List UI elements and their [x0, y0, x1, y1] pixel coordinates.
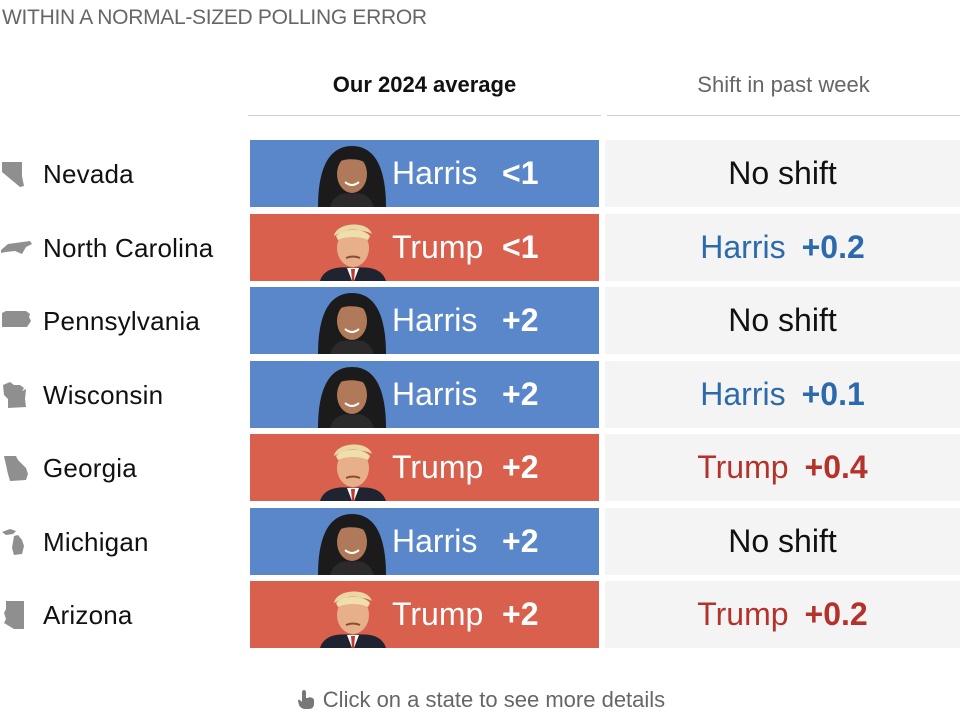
shift-text: No shift: [728, 302, 837, 338]
state-name: Arizona: [43, 599, 133, 630]
shift-text: No shift: [728, 155, 837, 191]
column-header-average: Our 2024 average: [248, 70, 601, 116]
average-cell[interactable]: Trump +2: [250, 434, 599, 501]
state-name: Wisconsin: [43, 379, 164, 410]
harris-portrait-icon: [308, 287, 396, 354]
state-label: North Carolina: [0, 214, 245, 282]
average-margin: +2: [502, 449, 539, 485]
harris-portrait-icon: [308, 508, 396, 575]
shift-value: +0.2: [801, 229, 865, 265]
shift-candidate: Harris: [700, 376, 786, 412]
average-leader: Trump: [392, 596, 484, 632]
average-margin: <1: [502, 229, 539, 265]
state-name: Georgia: [43, 452, 137, 483]
arizona-icon: [0, 595, 40, 635]
average-cell[interactable]: Harris <1: [250, 140, 599, 207]
trump-portrait-icon: [308, 214, 396, 281]
shift-cell[interactable]: No shift: [605, 287, 960, 354]
harris-portrait-icon: [308, 140, 396, 207]
michigan-icon: [0, 522, 40, 562]
average-cell[interactable]: Trump +2: [250, 581, 599, 648]
state-label: Pennsylvania: [0, 287, 245, 355]
state-row-arizona[interactable]: Arizona Trump +2 Trump +0.2: [0, 581, 960, 649]
shift-text: No shift: [728, 523, 837, 559]
state-label: Georgia: [0, 434, 245, 502]
average-leader: Harris: [392, 376, 478, 412]
average-leader: Harris: [392, 155, 478, 191]
state-label: Arizona: [0, 581, 245, 649]
state-row-georgia[interactable]: Georgia Trump +2 Trump +0.4: [0, 434, 960, 502]
section-title: WITHIN A NORMAL-SIZED POLLING ERROR: [2, 6, 427, 29]
average-margin: +2: [502, 302, 539, 338]
footer-hint: Click on a state to see more details: [0, 686, 960, 714]
trump-portrait-icon: [308, 434, 396, 501]
average-margin: +2: [502, 596, 539, 632]
trump-portrait-icon: [308, 581, 396, 648]
state-row-pennsylvania[interactable]: Pennsylvania Harris +2 No shift: [0, 287, 960, 355]
shift-cell[interactable]: Harris +0.1: [605, 361, 960, 428]
average-margin: +2: [502, 376, 539, 412]
shift-cell[interactable]: Harris +0.2: [605, 214, 960, 281]
shift-candidate: Harris: [700, 229, 786, 265]
shift-candidate: Trump: [697, 449, 789, 485]
state-row-nevada[interactable]: Nevada Harris <1 No shift: [0, 140, 960, 208]
nevada-icon: [0, 154, 40, 194]
state-name: North Carolina: [43, 232, 214, 263]
average-leader: Trump: [392, 449, 484, 485]
average-leader: Harris: [392, 523, 478, 559]
shift-value: +0.2: [804, 596, 868, 632]
average-leader: Trump: [392, 229, 484, 265]
column-header-shift: Shift in past week: [607, 70, 960, 116]
average-margin: <1: [502, 155, 539, 191]
average-cell[interactable]: Trump <1: [250, 214, 599, 281]
shift-cell[interactable]: No shift: [605, 508, 960, 575]
shift-candidate: Trump: [697, 596, 789, 632]
state-label: Nevada: [0, 140, 245, 208]
state-label: Michigan: [0, 508, 245, 576]
shift-cell[interactable]: Trump +0.4: [605, 434, 960, 501]
state-name: Michigan: [43, 526, 149, 557]
average-margin: +2: [502, 523, 539, 559]
state-name: Pennsylvania: [43, 305, 201, 336]
harris-portrait-icon: [308, 361, 396, 428]
state-name: Nevada: [43, 158, 134, 189]
wisconsin-icon: [0, 375, 40, 415]
average-cell[interactable]: Harris +2: [250, 287, 599, 354]
shift-value: +0.4: [804, 449, 868, 485]
state-label: Wisconsin: [0, 361, 245, 429]
footer-text: Click on a state to see more details: [322, 687, 666, 712]
average-cell[interactable]: Harris +2: [250, 361, 599, 428]
average-cell[interactable]: Harris +2: [250, 508, 599, 575]
pennsylvania-icon: [0, 301, 40, 341]
north-carolina-icon: [0, 228, 40, 268]
average-leader: Harris: [392, 302, 478, 338]
pointing-hand-icon: [295, 688, 317, 710]
state-row-wisconsin[interactable]: Wisconsin Harris +2 Harris +0.1: [0, 361, 960, 429]
shift-cell[interactable]: Trump +0.2: [605, 581, 960, 648]
shift-value: +0.1: [801, 376, 865, 412]
state-row-north-carolina[interactable]: North Carolina Trump <1 Harris +0.2: [0, 214, 960, 282]
shift-cell[interactable]: No shift: [605, 140, 960, 207]
georgia-icon: [0, 448, 40, 488]
state-row-michigan[interactable]: Michigan Harris +2 No shift: [0, 508, 960, 576]
